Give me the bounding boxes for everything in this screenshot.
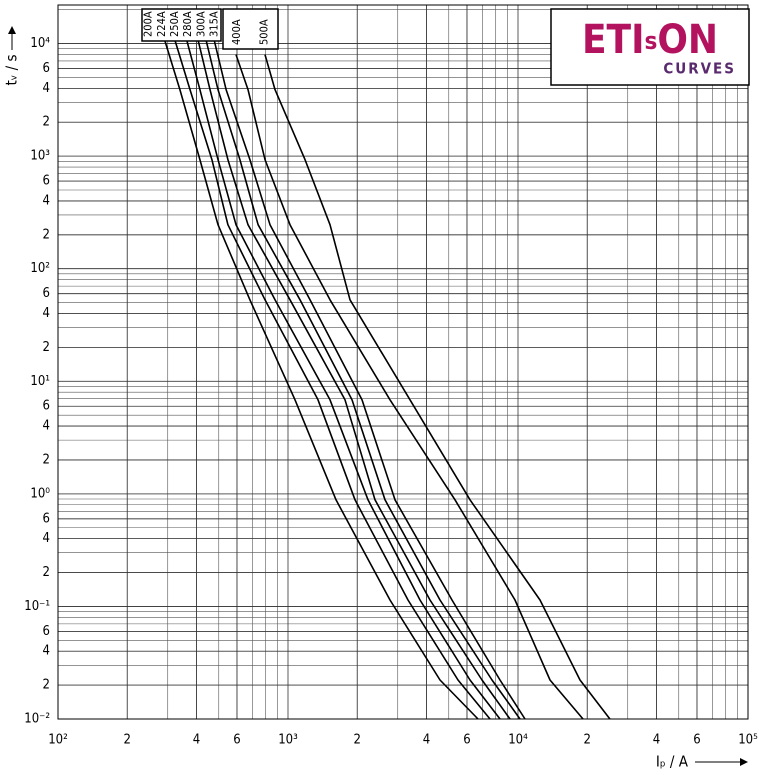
series-label: 300A	[194, 11, 207, 37]
y-tick-label: 10⁴	[30, 36, 50, 51]
y-tick-label: 6	[43, 61, 50, 76]
series-label: 224A	[155, 11, 168, 37]
curve	[191, 14, 511, 720]
y-tick-label: 4	[43, 193, 50, 208]
y-tick-label: 10³	[30, 149, 50, 164]
y-tick-label: 2	[43, 452, 50, 467]
label-box	[141, 8, 222, 42]
series-label: 200A	[142, 11, 155, 37]
x-tick-label: 4	[653, 733, 660, 748]
y-tick-label: 6	[43, 286, 50, 301]
logo-part: ETI	[582, 17, 645, 63]
curve	[199, 14, 521, 720]
x-tick-label: 2	[584, 733, 591, 748]
series-label: 315A	[207, 11, 220, 37]
y-tick-label: 10¹	[30, 374, 50, 389]
y-tick-label: 10⁻²	[24, 712, 50, 727]
logo-title: ETIsON	[582, 17, 718, 63]
x-tick-label: 6	[693, 733, 700, 748]
label-box	[222, 8, 279, 50]
series-label: 500A	[257, 19, 270, 45]
logo: ETIsON CURVES	[550, 8, 750, 86]
x-axis-arrowhead	[740, 758, 748, 766]
y-tick-label: 6	[43, 174, 50, 189]
series-label: 400A	[230, 19, 243, 45]
x-tick-label: 6	[233, 733, 240, 748]
y-tick-label: 2	[43, 227, 50, 242]
logo-subtitle: CURVES	[663, 60, 736, 78]
x-tick-label: 2	[354, 733, 361, 748]
x-tick-label: 4	[193, 733, 200, 748]
y-tick-label: 2	[43, 678, 50, 693]
series-label: 250A	[168, 11, 181, 37]
logo-box	[550, 8, 750, 86]
curve	[207, 14, 526, 720]
x-tick-label: 10²	[48, 733, 68, 748]
logo-part: s	[644, 27, 657, 55]
y-tick-label: 4	[43, 644, 50, 659]
x-tick-label: 10⁵	[738, 733, 758, 748]
x-tick-label: 2	[124, 733, 131, 748]
logo-part: ON	[657, 17, 718, 63]
y-tick-label: 6	[43, 511, 50, 526]
curve	[235, 54, 584, 720]
series-label: 280A	[181, 11, 194, 37]
x-axis-label: Iₚ / A	[656, 753, 689, 771]
y-tick-label: 2	[43, 340, 50, 355]
x-tick-label: 10³	[278, 733, 298, 748]
y-tick-label: 4	[43, 81, 50, 96]
plot-frame	[57, 4, 749, 720]
y-tick-label: 10²	[30, 261, 50, 276]
y-tick-label: 4	[43, 306, 50, 321]
y-tick-label: 2	[43, 115, 50, 130]
y-tick-label: 10⁰	[30, 486, 50, 501]
x-tick-label: 10⁴	[508, 733, 528, 748]
x-tick-label: 4	[423, 733, 430, 748]
curve	[166, 14, 491, 720]
y-axis-label: tᵥ / s	[3, 54, 21, 85]
y-tick-label: 4	[43, 419, 50, 434]
y-axis-arrowhead	[8, 26, 16, 34]
y-tick-label: 2	[43, 565, 50, 580]
y-tick-label: 6	[43, 399, 50, 414]
y-tick-label: 6	[43, 624, 50, 639]
curve	[156, 14, 479, 720]
series-labels: 200A 224A 250A 280A 300A 315A 400A 500A	[141, 8, 279, 50]
curves	[156, 14, 611, 720]
y-tick-label: 4	[43, 531, 50, 546]
y-tick-label: 10⁻¹	[24, 599, 50, 614]
curve	[179, 14, 501, 720]
x-tick-label: 6	[463, 733, 470, 748]
grid	[57, 5, 749, 720]
curve	[264, 54, 611, 720]
